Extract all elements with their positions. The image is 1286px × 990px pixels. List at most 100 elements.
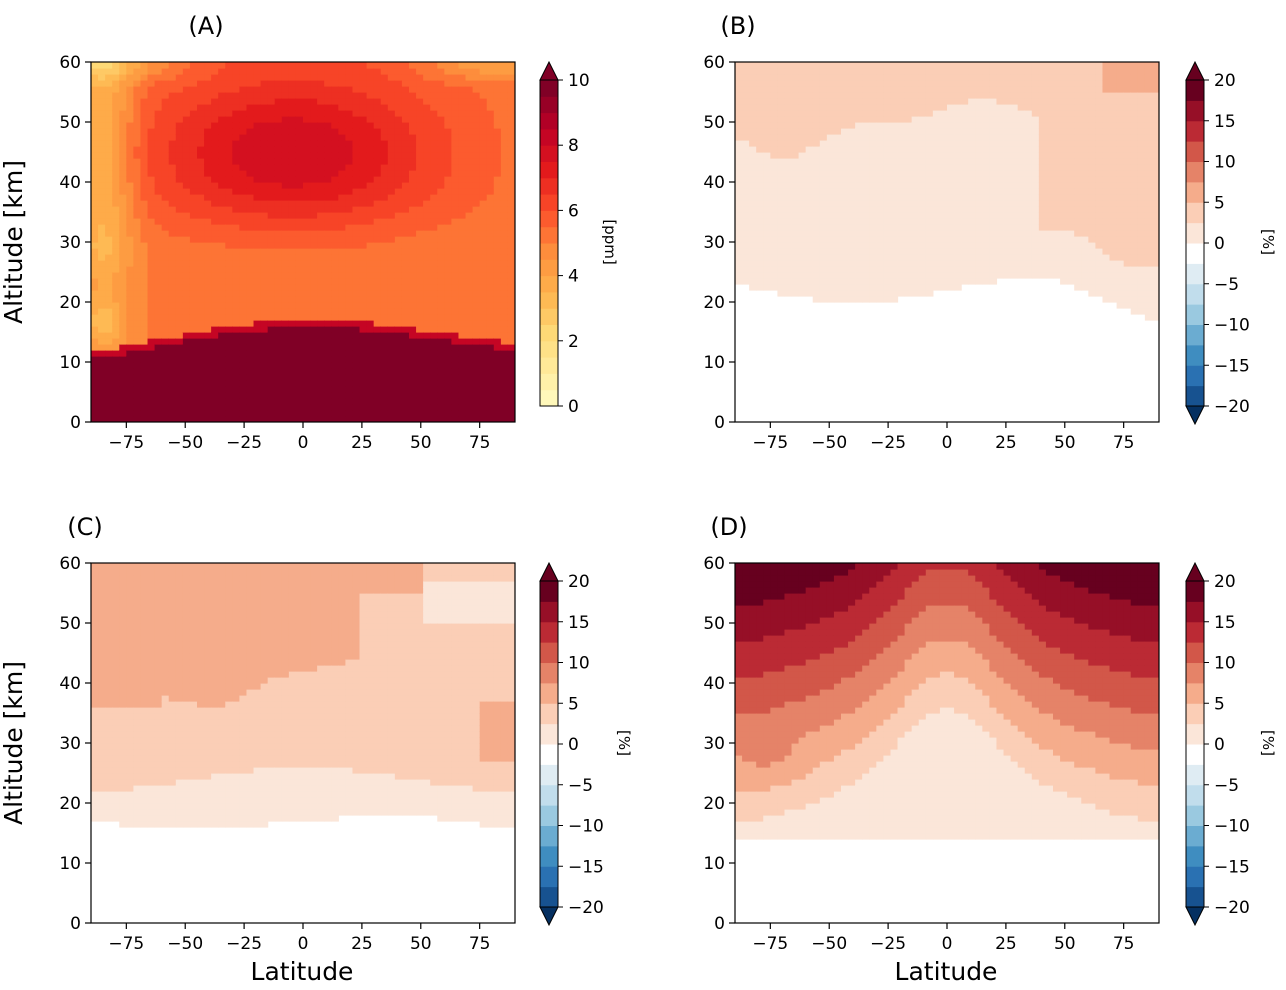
heatmap-cell (288, 170, 297, 177)
heatmap-cell (401, 356, 410, 363)
heatmap-cell (862, 224, 870, 231)
heatmap-cell (126, 140, 134, 147)
heatmap-cell (961, 248, 969, 255)
heatmap-cell (749, 128, 757, 135)
heatmap-cell (260, 392, 269, 399)
heatmap-cell (897, 182, 906, 189)
heatmap-cell (189, 260, 198, 267)
heatmap-cell (175, 224, 184, 231)
heatmap-cell (260, 308, 269, 315)
heatmap-cell (444, 260, 452, 267)
heatmap-cell (423, 98, 431, 105)
heatmap-cell (869, 164, 877, 171)
heatmap-cell (394, 362, 403, 369)
heatmap-cell (126, 92, 134, 99)
heatmap-cell (401, 308, 410, 315)
heatmap-cell (189, 230, 198, 237)
heatmap-cell (742, 278, 750, 285)
heatmap-cell (182, 134, 191, 141)
heatmap-cell (500, 86, 509, 93)
heatmap-cell (168, 110, 177, 117)
heatmap-cell (770, 188, 778, 195)
heatmap-cell (848, 86, 856, 93)
heatmap-cell (932, 74, 941, 81)
heatmap-cell (430, 410, 438, 417)
heatmap-cell (345, 74, 354, 81)
heatmap-cell (848, 230, 856, 237)
heatmap-cell (798, 188, 807, 195)
heatmap-cell (479, 158, 488, 165)
heatmap-cell (303, 344, 311, 351)
heatmap-cell (925, 272, 934, 279)
heatmap-cell (848, 260, 856, 267)
colorbar-segment (540, 324, 558, 342)
colorbar-segment (540, 389, 558, 407)
heatmap-cell (493, 320, 502, 327)
heatmap-cell (961, 68, 969, 75)
heatmap-cell (197, 410, 205, 417)
heatmap-cell (324, 218, 332, 225)
heatmap-cell (763, 98, 771, 105)
heatmap-cell (841, 104, 849, 111)
heatmap-cell (798, 110, 807, 117)
heatmap-cell (380, 392, 389, 399)
heatmap-cell (338, 80, 346, 87)
heatmap-cell (295, 332, 304, 339)
heatmap-cell (932, 164, 941, 171)
heatmap-cell (204, 248, 212, 255)
heatmap-cell (756, 278, 764, 285)
heatmap-cell (855, 68, 863, 75)
heatmap-cell (317, 290, 325, 297)
heatmap-cell (352, 104, 361, 111)
heatmap-cell (777, 122, 786, 129)
heatmap-cell (855, 122, 863, 129)
heatmap-cell (416, 392, 424, 399)
heatmap-cell (98, 92, 106, 99)
heatmap-cell (112, 284, 120, 291)
heatmap-cell (359, 206, 368, 213)
heatmap-cell (267, 68, 276, 75)
heatmap-cell (742, 218, 750, 225)
heatmap-cell (274, 338, 283, 345)
heatmap-cell (310, 140, 318, 147)
heatmap-cell (345, 362, 354, 369)
heatmap-cell (451, 368, 460, 375)
heatmap-cell (345, 260, 354, 267)
heatmap-cell (409, 326, 417, 333)
heatmap-cell (338, 362, 346, 369)
heatmap-cell (373, 206, 382, 213)
heatmap-cell (303, 296, 311, 303)
heatmap-cell (218, 86, 226, 93)
heatmap-cell (876, 62, 884, 69)
heatmap-cell (303, 62, 311, 69)
heatmap-cell (352, 62, 361, 69)
heatmap-cell (295, 206, 304, 213)
heatmap-cell (338, 110, 346, 117)
heatmap-cell (416, 362, 424, 369)
heatmap-cell (98, 242, 106, 249)
heatmap-cell (947, 218, 955, 225)
heatmap-cell (507, 86, 515, 93)
heatmap-cell (791, 182, 800, 189)
heatmap-cell (479, 206, 488, 213)
heatmap-cell (784, 176, 793, 183)
heatmap-cell (281, 266, 290, 273)
heatmap-cell (175, 68, 184, 75)
heatmap-cell (91, 374, 99, 381)
heatmap-cell (225, 98, 233, 105)
heatmap-cell (91, 110, 99, 117)
heatmap-cell (819, 134, 828, 141)
heatmap-cell (947, 62, 955, 69)
heatmap-cell (133, 386, 142, 393)
heatmap-cell (246, 272, 255, 279)
heatmap-cell (161, 176, 170, 183)
heatmap-cell (197, 314, 205, 321)
heatmap-cell (826, 200, 835, 207)
heatmap-cell (359, 146, 368, 153)
heatmap-cell (742, 206, 750, 213)
heatmap-cell (869, 278, 877, 285)
heatmap-cell (925, 134, 934, 141)
heatmap-cell (401, 122, 410, 129)
heatmap-cell (486, 86, 495, 93)
colorbar-segment (540, 373, 558, 391)
